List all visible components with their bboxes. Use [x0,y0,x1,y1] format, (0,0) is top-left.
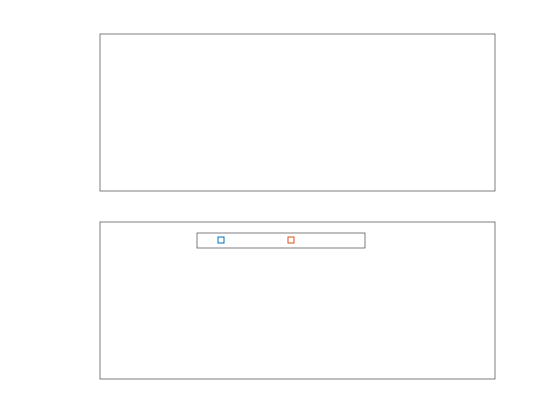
top-plot-area [100,34,495,191]
bottom-chart-panel [100,222,495,379]
legend [197,233,365,248]
legend-box [197,233,365,248]
top-chart-panel [0,0,495,191]
